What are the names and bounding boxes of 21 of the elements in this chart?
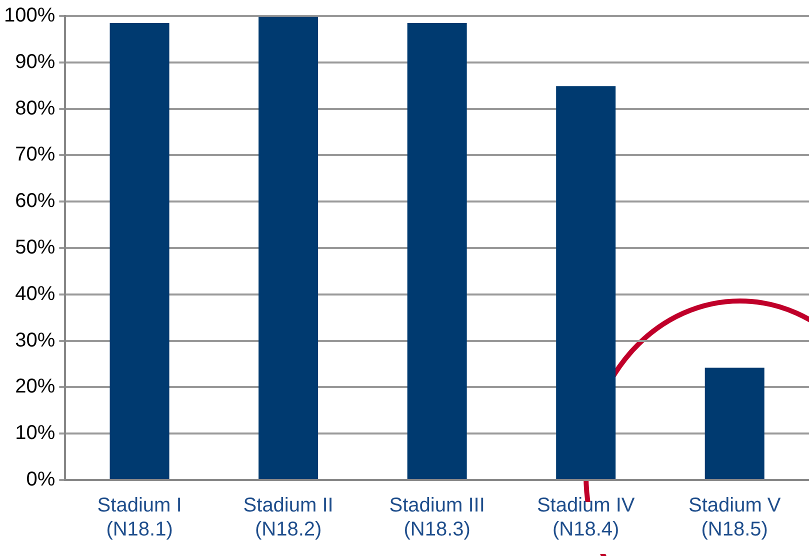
x-tick-label: Stadium I (N18.1)	[97, 494, 182, 541]
bar	[556, 86, 616, 479]
x-tick-label: Stadium V (N18.5)	[688, 494, 782, 541]
y-tick-label: 50%	[15, 236, 56, 259]
y-tick-label: 30%	[15, 329, 56, 352]
y-tick-label: 20%	[15, 376, 56, 398]
x-tick-label: Stadium II (N18.2)	[243, 494, 334, 541]
bar	[110, 22, 170, 479]
y-tick-label: 100%	[4, 4, 56, 27]
y-tick-label: 40%	[15, 282, 56, 305]
bar	[258, 16, 318, 479]
y-tick-label: 60%	[15, 190, 56, 212]
x-tick-label: Stadium IV (N18.4)	[536, 494, 636, 541]
y-tick-label: 10%	[15, 422, 56, 444]
y-tick-label: 0%	[26, 468, 56, 491]
y-tick-label: 90%	[15, 50, 56, 73]
bar	[407, 22, 467, 479]
y-tick-label: 70%	[15, 144, 56, 166]
x-tick-label: Stadium III (N18.3)	[389, 494, 485, 541]
y-tick-label: 80%	[15, 97, 56, 120]
bar	[704, 368, 764, 479]
